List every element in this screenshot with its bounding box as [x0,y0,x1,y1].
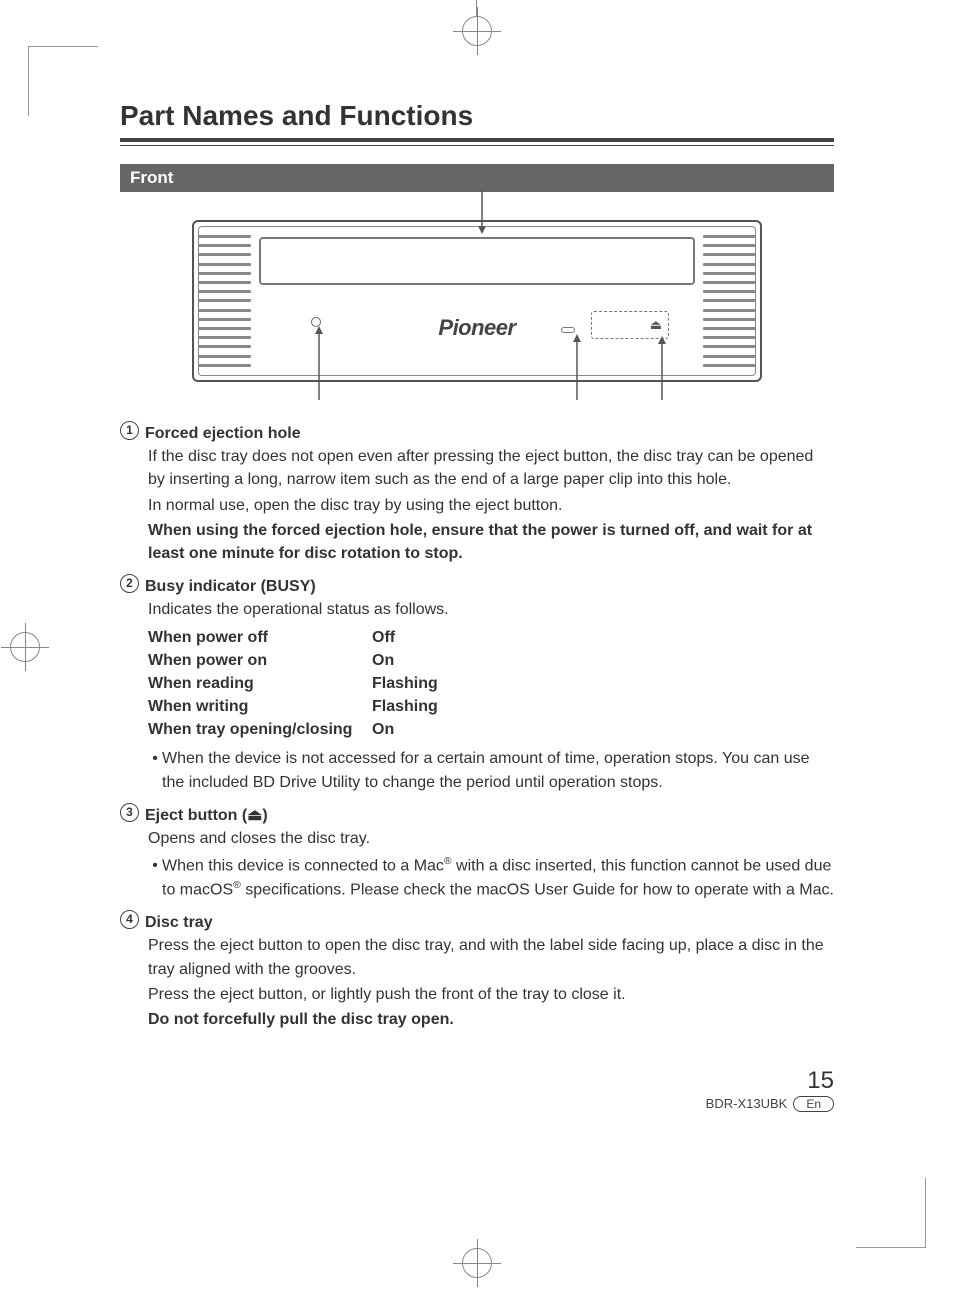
item-title: Disc tray [145,911,213,934]
page-content: Part Names and Functions Front Pioneer ⏏ [120,100,834,1041]
page-title: Part Names and Functions [120,100,834,132]
page-number: 15 [120,1067,834,1095]
body-text: Press the eject button to open the disc … [148,934,834,980]
item-4: 4 Disc tray Press the eject button to op… [120,911,834,1031]
body-text: Press the eject button, or lightly push … [148,983,834,1006]
page-footer: 15 BDR-X13UBK En [120,1067,834,1113]
item-title: Eject button (⏏) [145,804,268,827]
item-title: Forced ejection hole [145,422,301,445]
emphasis-text: Do not forcefully pull the disc tray ope… [148,1008,834,1031]
item-1: 1 Forced ejection hole If the disc tray … [120,422,834,565]
bullet-text: When the device is not accessed for a ce… [162,747,834,793]
item-number-icon: 1 [120,421,139,440]
item-list: 1 Forced ejection hole If the disc tray … [120,422,834,1031]
body-text: Opens and closes the disc tray. [148,827,834,850]
bullet-text: When this device is connected to a Mac® … [162,854,834,901]
item-number-icon: 2 [120,574,139,593]
pioneer-logo: Pioneer [438,315,515,341]
disc-tray-icon [259,237,695,285]
item-number-icon: 3 [120,803,139,822]
status-table: When power offOff When power onOn When r… [148,626,834,742]
model-number: BDR-X13UBK [706,1096,788,1111]
emphasis-text: When using the forced ejection hole, ens… [148,519,834,565]
item-number-icon: 4 [120,910,139,929]
ejection-hole-icon [311,317,321,327]
body-text: Indicates the operational status as foll… [148,598,834,621]
eject-button-icon: ⏏ [591,311,669,339]
body-text: If the disc tray does not open even afte… [148,445,834,491]
item-3: 3 Eject button (⏏) Opens and closes the … [120,804,834,901]
device-diagram: Pioneer ⏏ [120,220,834,382]
body-text: In normal use, open the disc tray by usi… [148,494,834,517]
section-header: Front [120,164,834,192]
title-rule [120,138,834,146]
item-title: Busy indicator (BUSY) [145,575,316,598]
item-2: 2 Busy indicator (BUSY) Indicates the op… [120,575,834,794]
language-pill: En [793,1096,834,1112]
busy-led-icon [561,327,575,333]
